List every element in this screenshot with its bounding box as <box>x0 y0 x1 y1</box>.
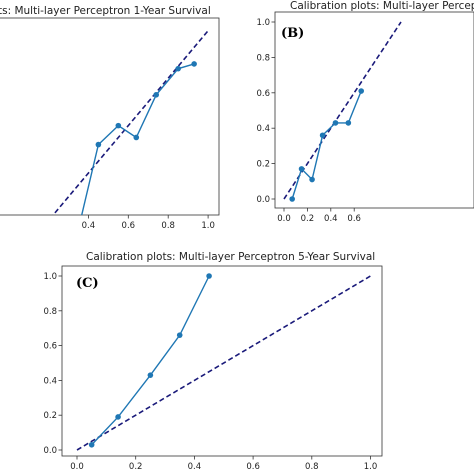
y-tick-label: 0.4 <box>43 376 57 386</box>
plot-frame <box>0 17 220 216</box>
chart-title: ts: Multi-layer Perceptron 1-Year Surviv… <box>0 5 211 17</box>
plot-area <box>76 273 371 451</box>
y-tick-label: 0.0 <box>256 195 270 205</box>
x-tick-label: 0.8 <box>161 221 175 231</box>
x-tick-label: 0.8 <box>305 462 319 472</box>
y-tick-label: 0.6 <box>43 342 57 352</box>
x-tick-label: 0.0 <box>70 462 84 472</box>
y-tick-label: 1.0 <box>43 272 57 282</box>
data-point <box>289 196 295 202</box>
reference-diagonal <box>76 275 371 451</box>
x-tick-label: 0.4 <box>188 462 202 472</box>
y-tick-label: 0.4 <box>256 124 270 134</box>
data-point <box>175 65 181 72</box>
plot-frame <box>274 11 474 209</box>
data-point <box>115 414 121 420</box>
x-tick-label: 0.6 <box>122 221 136 231</box>
data-point <box>358 88 365 94</box>
data-point <box>153 91 160 98</box>
plot-frame <box>61 265 383 457</box>
panel-label: (C) <box>76 276 99 291</box>
y-tick-label: 0.0 <box>43 446 57 456</box>
data-point <box>115 122 122 129</box>
data-point <box>319 132 326 139</box>
x-tick-label: 0.0 <box>277 214 291 224</box>
panel-a: ts: Multi-layer Perceptron 1-Year Surviv… <box>0 5 220 243</box>
data-point <box>298 166 305 172</box>
data-point <box>332 120 339 126</box>
chart-title: Calibration plots: Multi-layer Perceptr <box>290 0 474 12</box>
x-tick-label: 0.4 <box>82 221 96 231</box>
data-point <box>95 141 102 148</box>
data-point <box>206 273 212 279</box>
data-point <box>88 441 95 448</box>
data-point <box>56 237 62 243</box>
panel-c: Calibration plots: Multi-layer Perceptro… <box>43 251 383 472</box>
data-point <box>176 332 183 338</box>
x-tick-label: 0.2 <box>129 462 143 472</box>
x-tick-label: 0.2 <box>301 214 315 224</box>
x-tick-label: 0.6 <box>347 214 361 224</box>
y-tick-label: 0.2 <box>43 411 57 421</box>
chart-title: Calibration plots: Multi-layer Perceptro… <box>86 251 375 263</box>
y-tick-label: 0.8 <box>256 53 270 63</box>
y-tick-label: 0.6 <box>256 89 270 99</box>
plot-area <box>52 30 209 243</box>
data-point <box>309 176 315 183</box>
series-line <box>81 63 195 215</box>
data-point <box>345 120 352 126</box>
panel-label: (B) <box>281 26 304 41</box>
x-tick-label: 0.4 <box>324 214 338 224</box>
x-tick-label: 1.0 <box>201 221 215 231</box>
plot-area <box>283 21 402 202</box>
reference-diagonal <box>52 30 209 215</box>
y-tick-label: 0.2 <box>256 160 270 170</box>
x-tick-label: 1.0 <box>364 462 378 472</box>
y-tick-label: 1.0 <box>256 18 270 28</box>
panel-b: Calibration plots: Multi-layer Perceptr 0… <box>256 0 474 224</box>
y-tick-label: 0.8 <box>43 307 57 317</box>
data-point <box>147 372 154 378</box>
data-point <box>191 61 197 67</box>
data-point <box>133 134 140 141</box>
x-tick-label: 0.6 <box>246 462 260 472</box>
